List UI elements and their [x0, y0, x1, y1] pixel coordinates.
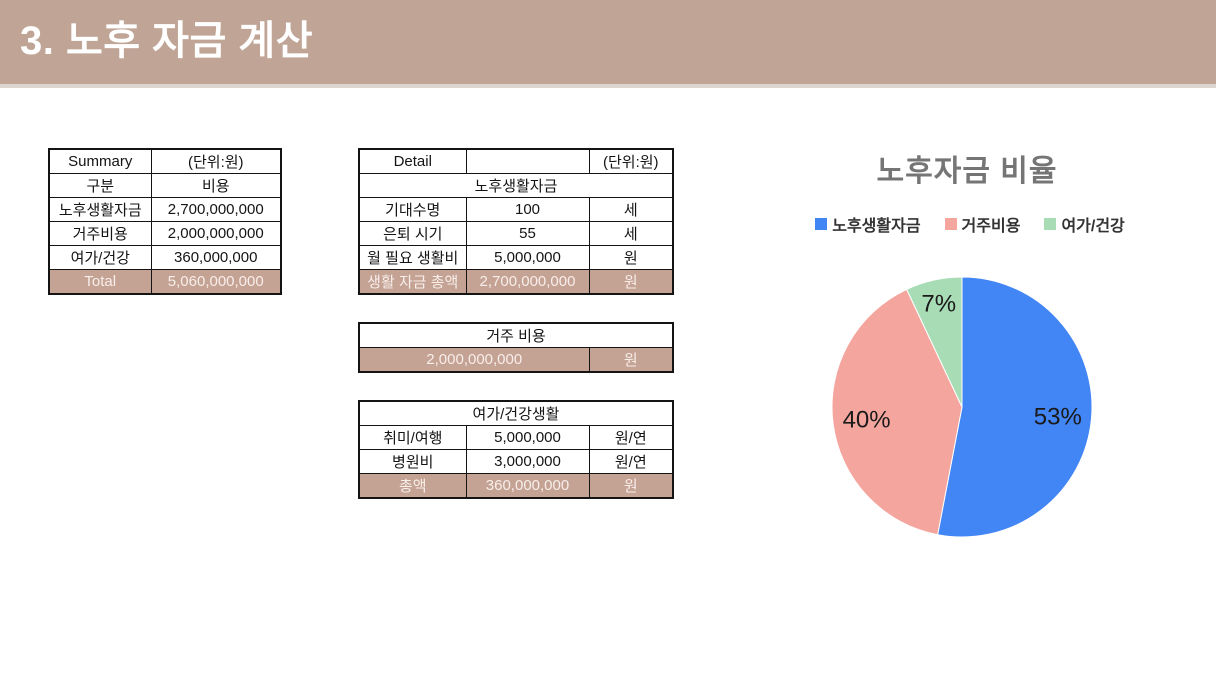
total-value: 5,060,000,000 [150, 269, 282, 295]
total-row: Total 5,060,000,000 [48, 269, 282, 295]
table-row: Detail (단위:원) [358, 148, 674, 174]
pie-slice-1 [831, 288, 963, 536]
row-value: 5,000,000 [465, 425, 590, 450]
total-unit: 원 [588, 473, 674, 499]
legend-label: 여가/건강 [1061, 218, 1125, 235]
total-unit: 원 [588, 269, 674, 295]
total-value: 2,000,000,000 [358, 347, 590, 373]
summary-table: Summary (단위:원) 구분 비용 노후생활자금 2,700,000,00… [48, 148, 282, 295]
table-row: 노후생활자금 2,700,000,000 [48, 197, 282, 222]
total-label: 생활 자금 총액 [358, 269, 467, 295]
detail-table-title: Detail [358, 148, 467, 174]
chart-legend: 노후생활자금 거주비용 여가/건강 [780, 212, 1160, 236]
row-label: 병원비 [358, 449, 467, 474]
header-divider [0, 84, 1216, 88]
row-label: 기대수명 [358, 197, 467, 222]
row-unit: 세 [588, 221, 674, 246]
table-row: 거주비용 2,000,000,000 [48, 221, 282, 246]
slide-header: 3. 노후 자금 계산 [0, 0, 1216, 84]
row-value: 2,000,000,000 [150, 221, 282, 246]
table-row: 병원비 3,000,000 원/연 [358, 449, 674, 474]
chart-title: 노후자금 비율 [876, 155, 1058, 188]
table-row: 구분 비용 [48, 173, 282, 198]
pie-data-label: 53% [1034, 404, 1082, 431]
legend-item: 거주비용 [944, 212, 1021, 236]
row-value: 5,000,000 [465, 245, 590, 270]
total-row: 생활 자금 총액 2,700,000,000 원 [358, 269, 674, 295]
table-row: 은퇴 시기 55 세 [358, 221, 674, 246]
legend-label: 노후생활자금 [832, 218, 921, 235]
section-header: 여가/건강생활 [358, 400, 674, 426]
pie-slice-0 [937, 276, 1093, 538]
total-label: 총액 [358, 473, 467, 499]
pie-data-label: 40% [843, 407, 891, 434]
section-header: 거주 비용 [358, 322, 674, 348]
row-label: 거주비용 [48, 221, 152, 246]
legend-swatch-green [1044, 218, 1057, 230]
empty-cell [465, 148, 590, 174]
unit-note: (단위:원) [150, 148, 282, 174]
total-value: 360,000,000 [465, 473, 590, 499]
slide-title: 3. 노후 자금 계산 [20, 19, 313, 63]
row-label: 월 필요 생활비 [358, 245, 467, 270]
detail-table: Detail (단위:원) 노후생활자금 기대수명 100 세 은퇴 시기 55… [358, 148, 674, 295]
row-unit: 원/연 [588, 425, 674, 450]
section-header-row: 여가/건강생활 [358, 400, 674, 426]
row-label: 여가/건강 [48, 245, 152, 270]
row-unit: 원/연 [588, 449, 674, 474]
row-unit: 세 [588, 197, 674, 222]
total-row: 2,000,000,000 원 [358, 347, 674, 373]
summary-table-title: Summary [48, 148, 152, 174]
row-value: 100 [465, 197, 590, 222]
legend-swatch-pink [944, 218, 957, 230]
table-row: 취미/여행 5,000,000 원/연 [358, 425, 674, 450]
total-label: Total [48, 269, 152, 295]
total-value: 2,700,000,000 [465, 269, 590, 295]
row-unit: 원 [588, 245, 674, 270]
row-label: 취미/여행 [358, 425, 467, 450]
legend-item: 여가/건강 [1044, 212, 1125, 236]
pie-slice-2 [905, 276, 963, 408]
pie-chart: 53% 40% 7% [831, 276, 1093, 538]
section-header-row: 노후생활자금 [358, 173, 674, 198]
total-row: 총액 360,000,000 원 [358, 473, 674, 499]
unit-note: (단위:원) [588, 148, 674, 174]
table-row: Summary (단위:원) [48, 148, 282, 174]
total-unit: 원 [588, 347, 674, 373]
leisure-table: 여가/건강생활 취미/여행 5,000,000 원/연 병원비 3,000,00… [358, 400, 675, 499]
row-value: 3,000,000 [465, 449, 590, 474]
section-header-row: 거주 비용 [358, 322, 674, 348]
row-value: 360,000,000 [150, 245, 282, 270]
table-row: 기대수명 100 세 [358, 197, 674, 222]
row-value: 55 [465, 221, 590, 246]
row-label: 노후생활자금 [48, 197, 152, 222]
legend-item: 노후생활자금 [815, 212, 921, 236]
column-header: 구분 [48, 173, 152, 198]
row-label: 은퇴 시기 [358, 221, 467, 246]
legend-swatch-blue [815, 218, 828, 230]
section-header: 노후생활자금 [358, 173, 674, 198]
pie-data-label: 7% [921, 290, 956, 317]
table-row: 월 필요 생활비 5,000,000 원 [358, 245, 674, 270]
row-value: 2,700,000,000 [150, 197, 282, 222]
table-row: 여가/건강 360,000,000 [48, 245, 282, 270]
housing-table: 거주 비용 2,000,000,000 원 [358, 322, 675, 373]
legend-label: 거주비용 [961, 218, 1021, 235]
column-header: 비용 [150, 173, 282, 198]
